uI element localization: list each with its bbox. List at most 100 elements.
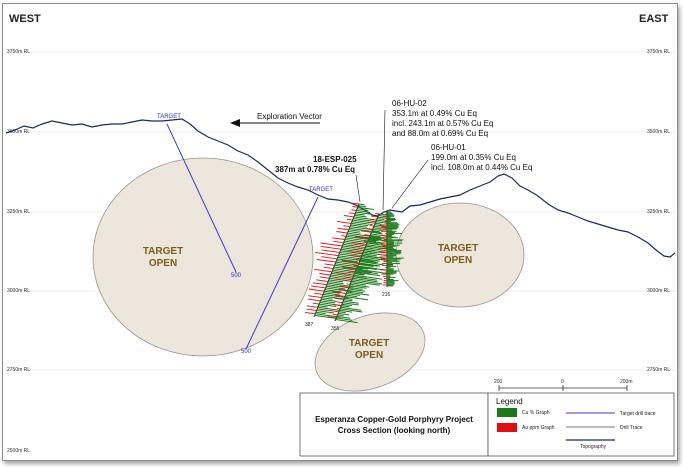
legend-au-label: Au ppm Graph bbox=[522, 425, 555, 431]
au-grade-spike bbox=[346, 283, 351, 285]
cu-grade-spike bbox=[353, 274, 383, 280]
cu-grade-spike bbox=[348, 286, 363, 290]
hu02-line1: 353.1m at 0.49% Cu Eq bbox=[392, 109, 477, 118]
cu-grade-spike bbox=[358, 203, 365, 206]
rl-left-2500: 2500m RL bbox=[7, 448, 30, 454]
au-grade-spike bbox=[338, 288, 348, 291]
cu-grade-spike bbox=[323, 292, 341, 296]
cu-grade-spike bbox=[354, 273, 364, 276]
hu01-name: 06-HU-01 bbox=[431, 143, 466, 152]
rl-right-3250: 3250m RL bbox=[647, 209, 670, 215]
cu-grade-spike bbox=[340, 306, 362, 311]
au-grade-spike bbox=[355, 258, 361, 261]
cu-grade-spike bbox=[360, 259, 379, 263]
au-grade-spike bbox=[320, 242, 343, 247]
target-trace-west-depth: 500 bbox=[231, 273, 242, 279]
cu-grade-spike bbox=[358, 205, 367, 208]
cu-grade-spike bbox=[345, 237, 382, 244]
au-grade-spike bbox=[327, 316, 337, 319]
cu-grade-spike bbox=[356, 267, 368, 270]
au-grade-spike bbox=[351, 245, 366, 249]
cu-grade-spike bbox=[324, 290, 340, 294]
cu-grade-spike bbox=[349, 226, 374, 231]
cu-grade-spike bbox=[317, 306, 342, 312]
au-grade-spike bbox=[334, 297, 344, 301]
cu-grade-spike bbox=[338, 311, 346, 314]
title-box bbox=[299, 392, 489, 457]
au-grade-spike bbox=[333, 240, 344, 244]
cu-grade-spike bbox=[336, 317, 353, 321]
cu-grade-spike bbox=[368, 238, 388, 242]
target-east-line1: TARGET bbox=[438, 243, 478, 254]
hole-depth-387: 387 bbox=[305, 322, 314, 328]
cu-grade-spike bbox=[368, 239, 377, 242]
cu-grade-spike bbox=[346, 291, 370, 296]
cu-grade-spike bbox=[348, 230, 361, 234]
target-east-line2: OPEN bbox=[444, 255, 472, 266]
cu-grade-spike bbox=[352, 277, 378, 283]
rl-left-3500: 3500m RL bbox=[7, 129, 30, 135]
cu-grade-spike bbox=[335, 319, 358, 324]
cu-grade-spike bbox=[336, 315, 351, 319]
cu-grade-spike bbox=[343, 299, 353, 302]
au-grade-spike bbox=[335, 301, 343, 304]
au-grade-spike bbox=[305, 311, 316, 315]
au-grade-spike bbox=[335, 272, 354, 276]
cu-grade-spike bbox=[362, 253, 373, 256]
cu-grade-spike bbox=[336, 260, 378, 267]
cu-grade-spike bbox=[355, 271, 381, 277]
cu-grade-spike bbox=[355, 213, 365, 216]
au-grade-spike bbox=[343, 225, 351, 228]
cu-grade-spike bbox=[344, 297, 353, 300]
cu-grade-spike bbox=[330, 276, 355, 281]
hu01-line1: 199.0m at 0.35% Cu Eq bbox=[431, 153, 516, 162]
hu02-line2: incl. 243.1m at 0.57% Cu Eq bbox=[392, 119, 493, 128]
legend-target-label: Target drill trace bbox=[620, 411, 656, 417]
cu-grade-spike bbox=[369, 236, 387, 240]
au-grade-spike bbox=[355, 236, 369, 239]
au-grade-spike bbox=[332, 237, 345, 240]
au-grade-spike bbox=[366, 227, 373, 230]
au-grade-spike bbox=[312, 302, 320, 305]
au-grade-spike bbox=[369, 225, 375, 227]
cu-grade-spike bbox=[326, 285, 346, 290]
legend-drill-label: Drill Trace bbox=[620, 425, 643, 431]
cu-grade-spike bbox=[335, 261, 357, 266]
au-grade-spike bbox=[320, 245, 342, 250]
cu-grade-spike bbox=[333, 266, 373, 273]
west-label: WEST bbox=[9, 13, 41, 25]
cu-grade-spike bbox=[337, 256, 377, 264]
target-drill-traces bbox=[166, 123, 319, 350]
esp025-leader bbox=[355, 174, 361, 203]
cu-grade-spike bbox=[355, 270, 378, 275]
cu-grade-spike bbox=[350, 282, 367, 286]
cu-grade-spike bbox=[341, 305, 350, 308]
cu-grade-spike bbox=[365, 247, 384, 251]
rl-right-3750: 3750m RL bbox=[647, 49, 670, 55]
hole-depth-355: 355 bbox=[331, 326, 340, 332]
cu-grade-spike bbox=[372, 230, 380, 233]
cu-grade-spike bbox=[346, 234, 382, 240]
au-grade-spike bbox=[308, 295, 322, 299]
cu-grade-spike bbox=[370, 234, 381, 238]
au-grade-spike bbox=[337, 220, 352, 224]
cu-grade-spike bbox=[337, 258, 358, 263]
cu-grade-spike bbox=[342, 302, 359, 306]
east-label: EAST bbox=[639, 13, 669, 25]
hole-depth-216: 216 bbox=[382, 292, 391, 298]
au-grade-spike bbox=[340, 285, 349, 288]
cu-grade-spike bbox=[322, 295, 345, 300]
cu-grade-spike bbox=[351, 222, 369, 227]
au-grade-spike bbox=[343, 215, 354, 218]
cu-grade-spike bbox=[350, 224, 367, 228]
au-grade-spike bbox=[306, 305, 318, 308]
cu-grade-spike bbox=[335, 263, 377, 270]
au-grade-spike bbox=[307, 298, 321, 302]
hu01-leader bbox=[391, 159, 429, 209]
exploration-vector-label: Exploration Vector bbox=[257, 112, 322, 121]
cu-grade-spike bbox=[347, 289, 364, 294]
au-grade-spike bbox=[308, 288, 325, 292]
rl-left-3250: 3250m RL bbox=[7, 209, 30, 215]
cu-grade-spike bbox=[353, 276, 377, 281]
au-grade-spike bbox=[351, 209, 357, 211]
